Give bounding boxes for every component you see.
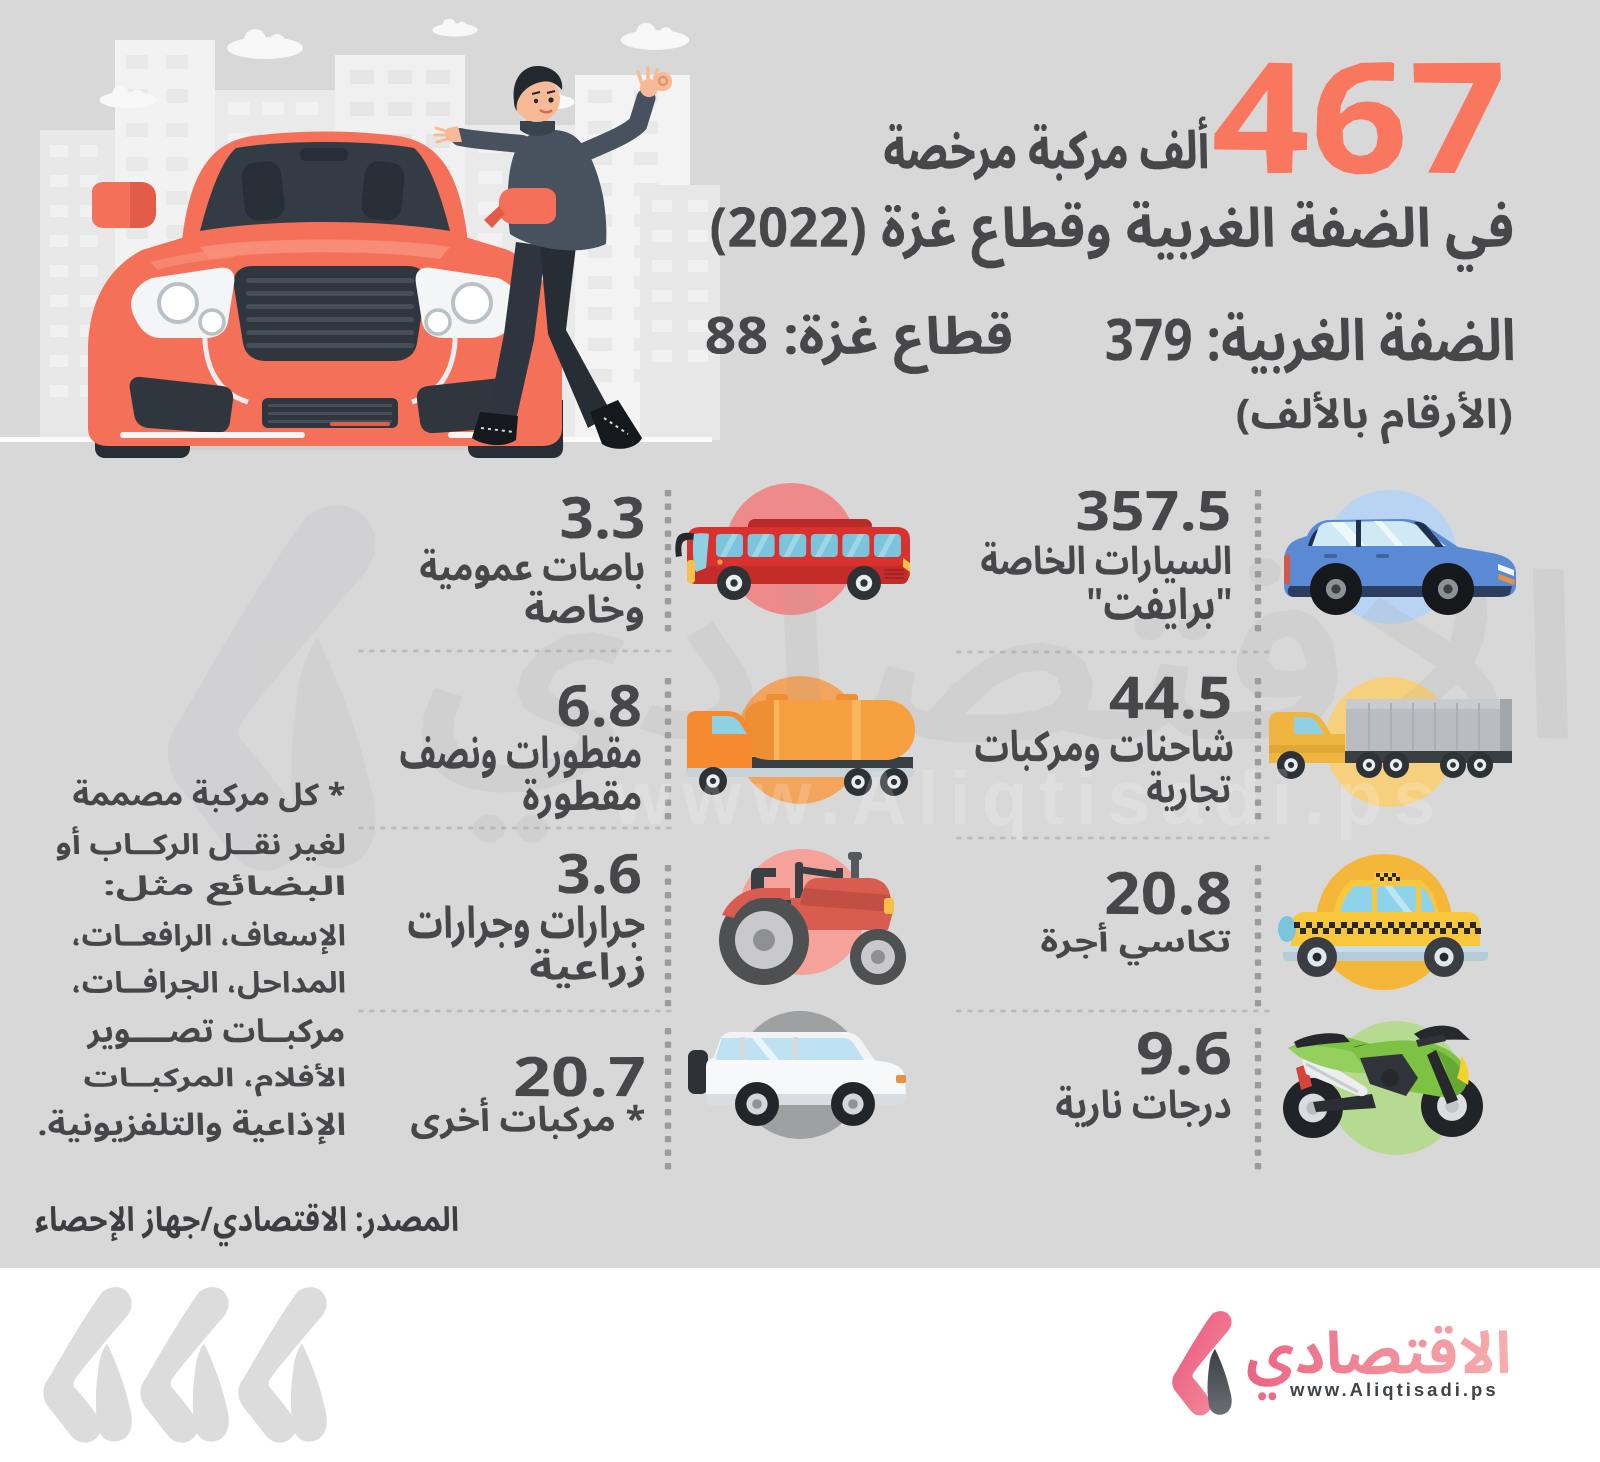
svg-text:www.Aliqtisadi.ps: www.Aliqtisadi.ps (611, 756, 1446, 841)
svg-text:www.Aliqtisadi.ps: www.Aliqtisadi.ps (1289, 1379, 1499, 1400)
